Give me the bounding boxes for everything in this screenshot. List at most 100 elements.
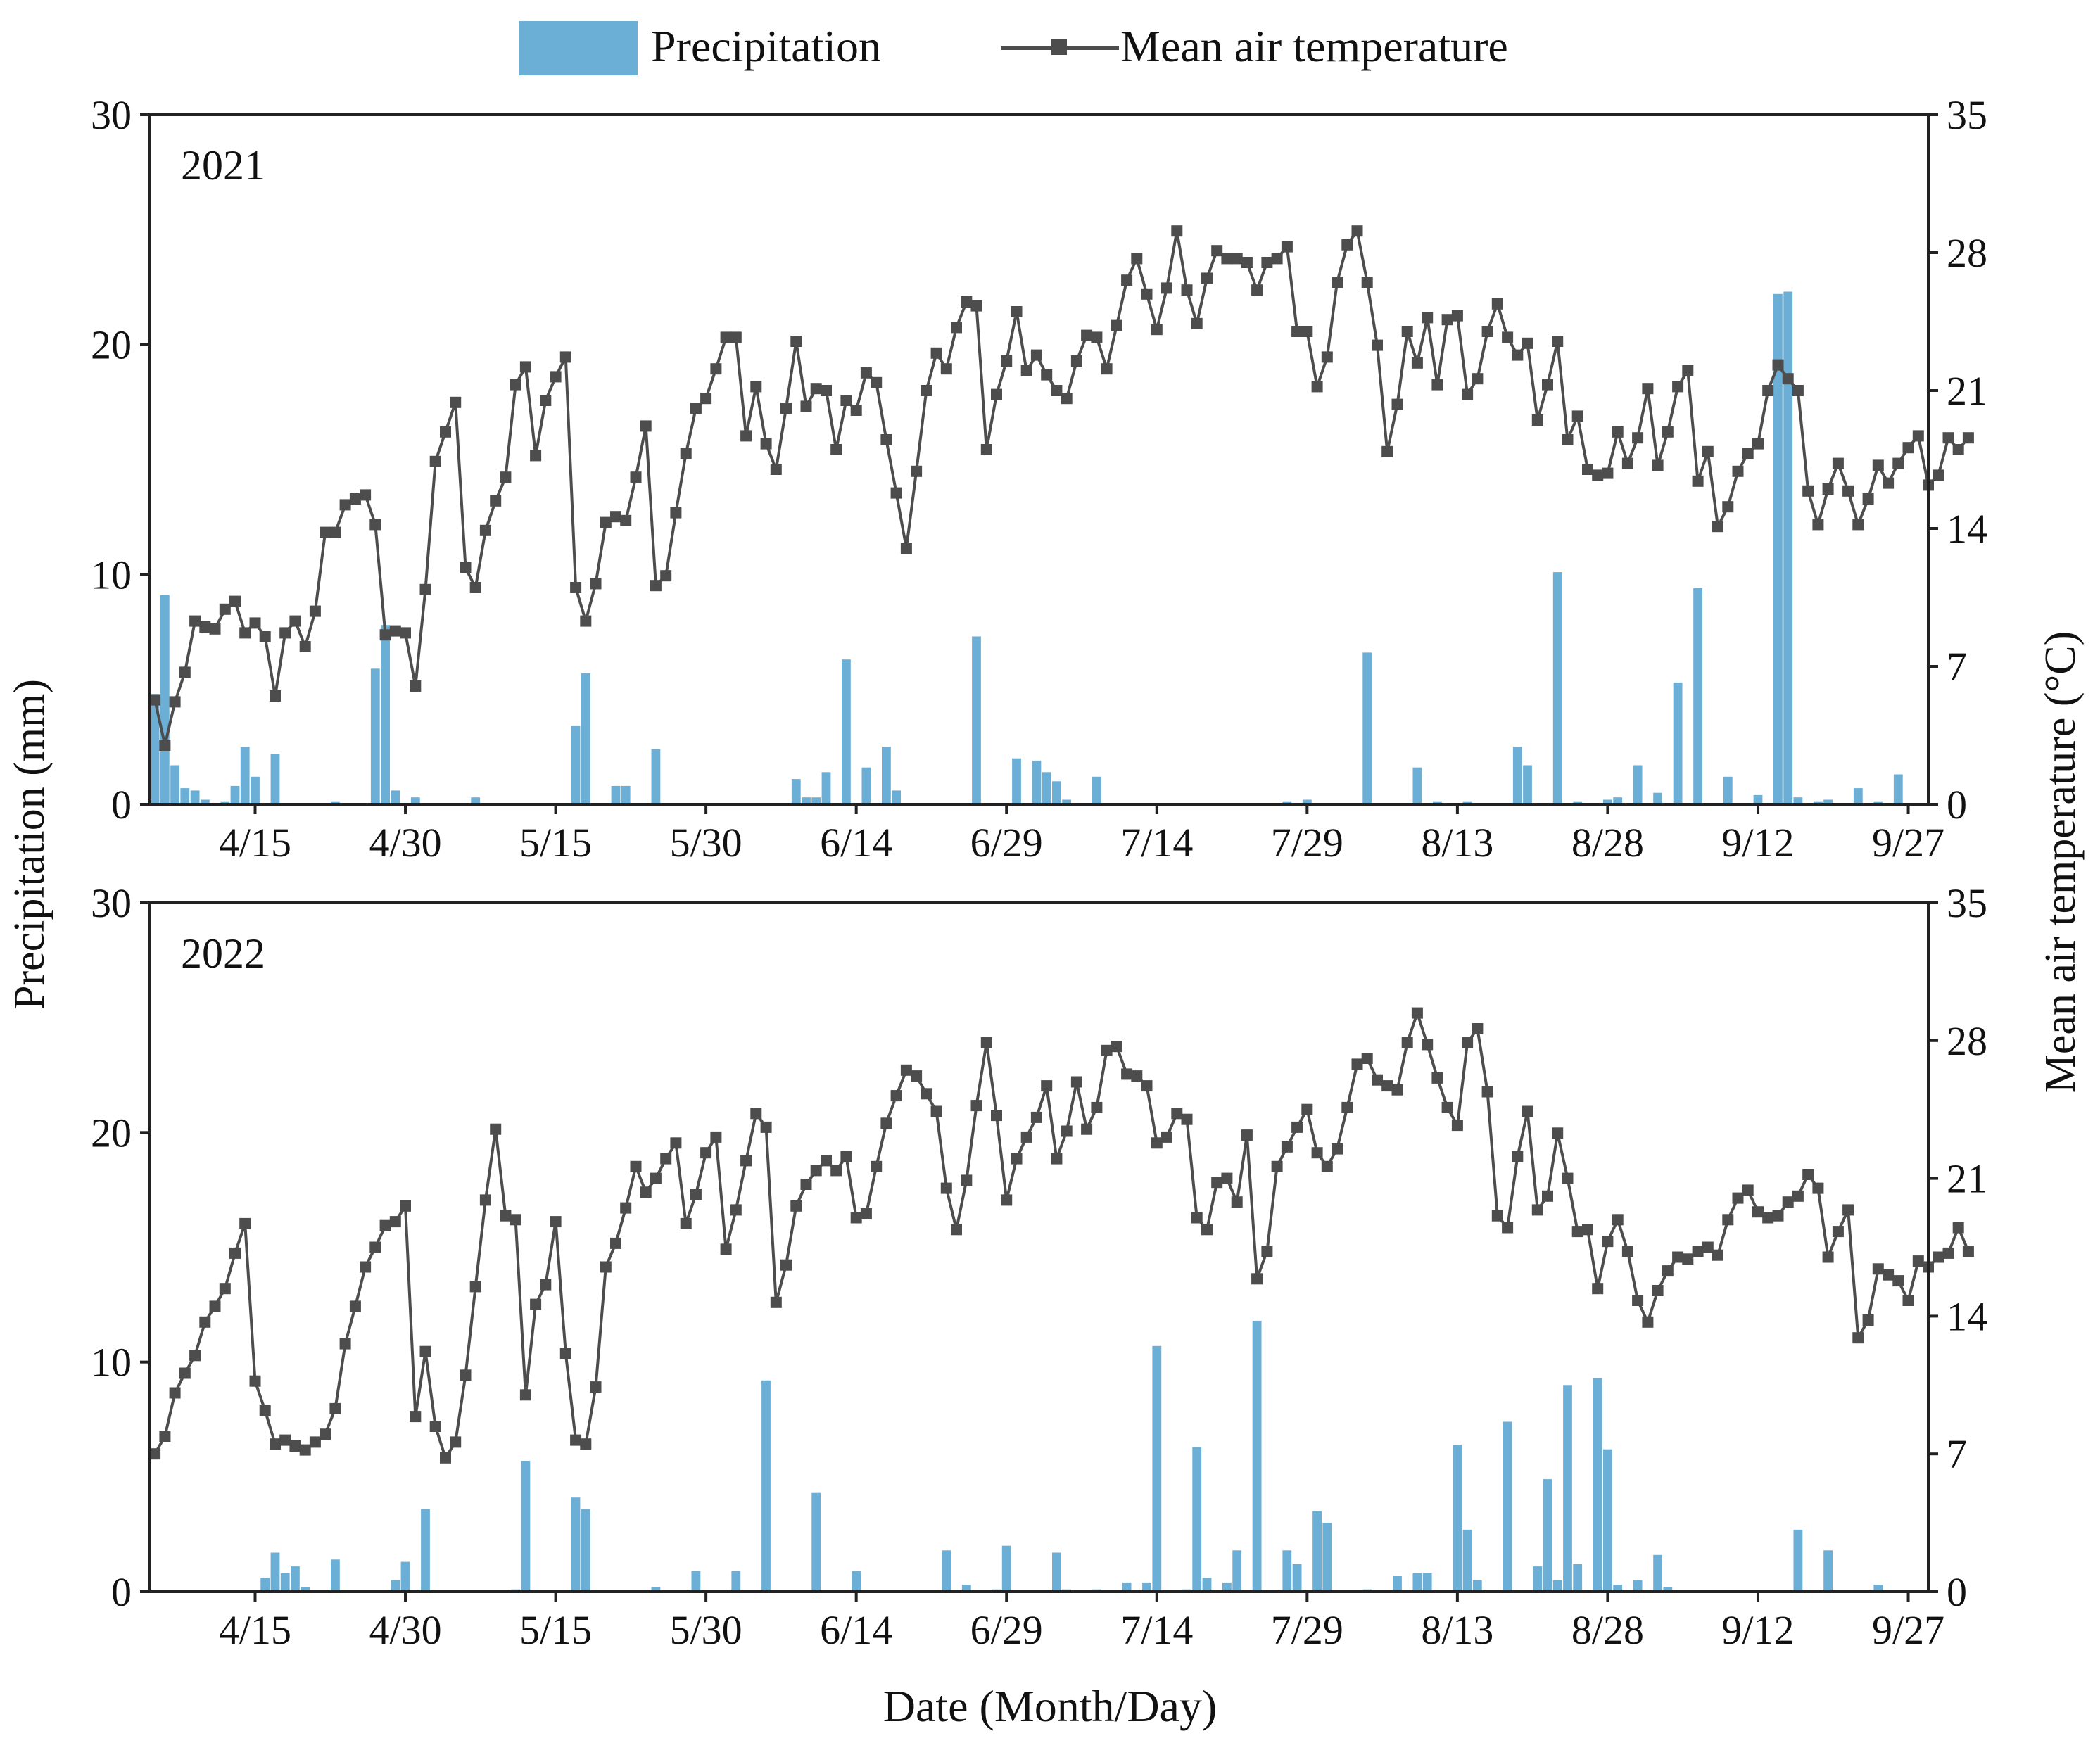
right-tick-label: 0 [1947, 782, 1967, 828]
precipitation-bar [811, 1492, 821, 1592]
temperature-point [1862, 1314, 1874, 1326]
left-tick-label: 10 [91, 1340, 132, 1386]
temperature-point [800, 1179, 812, 1190]
temperature-point [1832, 1226, 1844, 1238]
precipitation-bar [230, 785, 240, 804]
temperature-point [1030, 1111, 1042, 1123]
temperature-point [1852, 1332, 1864, 1344]
temperature-point [1732, 1192, 1744, 1204]
temperature-point [1381, 445, 1393, 457]
temperature-point [309, 605, 321, 617]
precipitation-bar [611, 785, 621, 804]
temperature-point [640, 1186, 652, 1198]
temperature-point [1462, 1037, 1474, 1048]
temperature-point [710, 363, 722, 375]
temperature-point [930, 1105, 942, 1117]
temperature-point [159, 1431, 171, 1442]
precipitation-bar [1593, 1378, 1602, 1592]
right-tick-label: 0 [1947, 1569, 1967, 1615]
temperature-point [429, 1421, 441, 1432]
temperature-point [830, 1165, 842, 1177]
x-tick-label: 5/30 [670, 1607, 742, 1653]
precipitation-bar [892, 790, 901, 804]
temperature-point [299, 641, 311, 652]
temperature-point [1301, 326, 1313, 337]
temperature-point [1241, 1129, 1253, 1141]
temperature-point [1091, 331, 1103, 343]
temperature-point [329, 1402, 341, 1414]
temperature-point [911, 465, 923, 477]
temperature-point [1211, 245, 1223, 257]
right-tick-label: 21 [1947, 368, 1987, 414]
precipitation-bar [1793, 797, 1803, 804]
precipitation-bar [1232, 1550, 1242, 1592]
temperature-point [369, 519, 381, 531]
temperature-point [730, 1204, 742, 1216]
precipitation-bar [381, 625, 390, 804]
right-tick-label: 35 [1947, 92, 1987, 138]
right-tick-label: 28 [1947, 230, 1987, 276]
temperature-point [980, 444, 992, 455]
precipitation-bar [1893, 774, 1903, 804]
temperature-point [600, 516, 612, 528]
temperature-point [179, 1367, 191, 1379]
x-tick-label: 7/14 [1120, 820, 1193, 866]
temperature-point [1241, 257, 1253, 268]
left-tick-label: 30 [91, 92, 132, 138]
precipitation-bar [731, 1571, 741, 1592]
precipitation-bar [1462, 1529, 1472, 1592]
temperature-point [1512, 1151, 1524, 1162]
temperature-point [590, 1381, 602, 1393]
temperature-point [1552, 1127, 1564, 1139]
temperature-point [1772, 359, 1784, 371]
temperature-point [229, 595, 241, 607]
precipitation-bar [821, 772, 831, 804]
x-tick-label: 9/27 [1872, 820, 1944, 866]
temperature-point [1883, 477, 1895, 489]
temperature-point [1752, 1206, 1764, 1218]
temperature-point [760, 1121, 772, 1133]
right-axis-title: Mean air temperature (°C) [2037, 631, 2085, 1094]
precipitation-bar [1533, 1566, 1543, 1592]
temperature-point [400, 627, 411, 639]
precipitation-bar [421, 1509, 430, 1592]
temperature-point [540, 1279, 552, 1291]
temperature-point [1912, 430, 1924, 442]
temperature-point [1171, 1108, 1183, 1120]
temperature-point [1341, 239, 1353, 251]
precipitation-bar [400, 1561, 410, 1592]
temperature-point [440, 1452, 451, 1464]
temperature-point [740, 430, 752, 442]
temperature-point [821, 385, 832, 396]
precipitation-bar [1412, 1573, 1422, 1592]
temperature-point [1051, 1153, 1063, 1165]
temperature-point [1792, 1190, 1804, 1202]
temperature-point [790, 336, 802, 347]
precipitation-bar [1202, 1578, 1212, 1592]
temperature-point [1351, 1058, 1363, 1070]
precipitation-bar [1472, 1580, 1482, 1592]
temperature-point [1782, 1196, 1794, 1208]
temperature-point [1772, 1210, 1784, 1222]
temperature-point [419, 1345, 431, 1357]
temperature-line [153, 1011, 1970, 1459]
precipitation-bar [1222, 1582, 1232, 1592]
temperature-point [360, 489, 372, 501]
temperature-point [1862, 493, 1874, 505]
temperature-point [1001, 355, 1013, 367]
temperature-point [1422, 1039, 1434, 1051]
temperature-point [400, 1200, 411, 1212]
x-tick-label: 6/14 [820, 1607, 892, 1653]
temperature-point [1892, 1275, 1904, 1287]
temperature-point [1962, 1246, 1974, 1257]
temperature-point [1081, 329, 1093, 341]
precipitation-bar [1693, 588, 1702, 804]
temperature-point [610, 1237, 621, 1249]
temperature-point [1441, 1101, 1453, 1113]
temperature-point [1883, 1269, 1895, 1281]
temperature-point [1451, 310, 1463, 322]
temperature-point [1462, 388, 1474, 400]
x-tick-label: 8/13 [1421, 1607, 1493, 1653]
temperature-point [840, 395, 852, 406]
precipitation-bar [251, 776, 260, 804]
